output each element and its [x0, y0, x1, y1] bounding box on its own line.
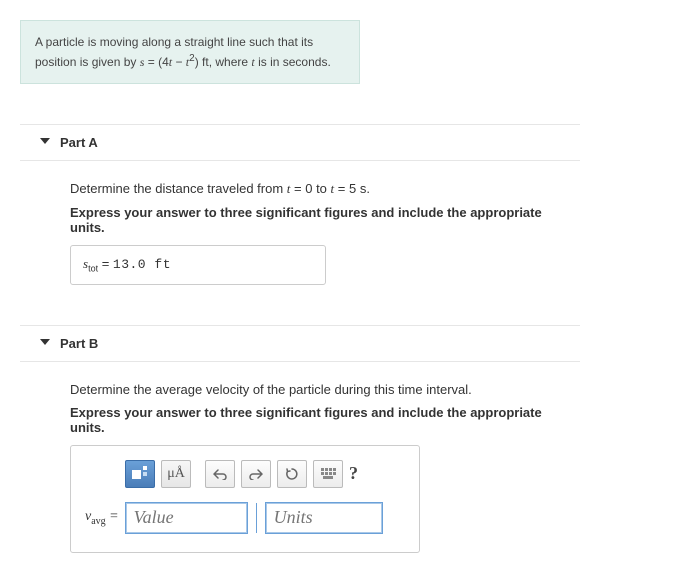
part-b-answer-panel: μÅ ? v — [70, 445, 420, 553]
vb-sub: avg — [91, 515, 105, 526]
ans-eq: = — [98, 256, 113, 271]
part-b-instruction: Express your answer to three significant… — [70, 405, 570, 435]
eq-s: s — [140, 55, 145, 69]
eq-eq: = (4 — [148, 55, 169, 69]
vb-eq: = — [106, 509, 119, 524]
problem-statement: A particle is moving along a straight li… — [20, 20, 360, 84]
part-a-header[interactable]: Part A — [20, 124, 580, 161]
undo-button[interactable] — [205, 460, 235, 488]
help-button[interactable]: ? — [349, 463, 358, 484]
eq-tail: ) ft, where — [195, 55, 252, 69]
qa-pre: Determine the distance traveled from — [70, 181, 287, 196]
reset-button[interactable] — [277, 460, 307, 488]
ans-sub: tot — [88, 264, 98, 274]
part-b-body: Determine the average velocity of the pa… — [20, 362, 570, 553]
part-a-answer-box: stot = 13.0 ft — [70, 245, 326, 285]
qa-eq0: = 0 to — [290, 181, 330, 196]
units-input[interactable] — [265, 502, 383, 534]
part-a-title: Part A — [60, 135, 98, 150]
problem-text-end: is in seconds. — [258, 55, 331, 69]
part-a-body: Determine the distance traveled from t =… — [20, 161, 570, 285]
redo-button[interactable] — [241, 460, 271, 488]
keyboard-button[interactable] — [313, 460, 343, 488]
collapse-icon — [40, 339, 50, 345]
qa-eq1: = 5 s. — [334, 181, 370, 196]
part-b-question: Determine the average velocity of the pa… — [70, 382, 570, 397]
collapse-icon — [40, 138, 50, 144]
ans-value: 13.0 ft — [113, 257, 171, 272]
part-a-question: Determine the distance traveled from t =… — [70, 181, 570, 197]
template-button[interactable] — [125, 460, 155, 488]
part-b-header[interactable]: Part B — [20, 325, 580, 362]
eq-minus: − — [172, 55, 186, 69]
answer-row: vavg = — [85, 502, 405, 534]
answer-label: vavg = — [85, 509, 119, 527]
input-divider — [256, 503, 257, 533]
units-angstrom-button[interactable]: μÅ — [161, 460, 191, 488]
eq-t3: t — [251, 55, 254, 69]
part-a-instruction: Express your answer to three significant… — [70, 205, 570, 235]
value-input[interactable] — [125, 502, 248, 534]
part-b-title: Part B — [60, 336, 98, 351]
answer-toolbar: μÅ ? — [125, 460, 405, 488]
